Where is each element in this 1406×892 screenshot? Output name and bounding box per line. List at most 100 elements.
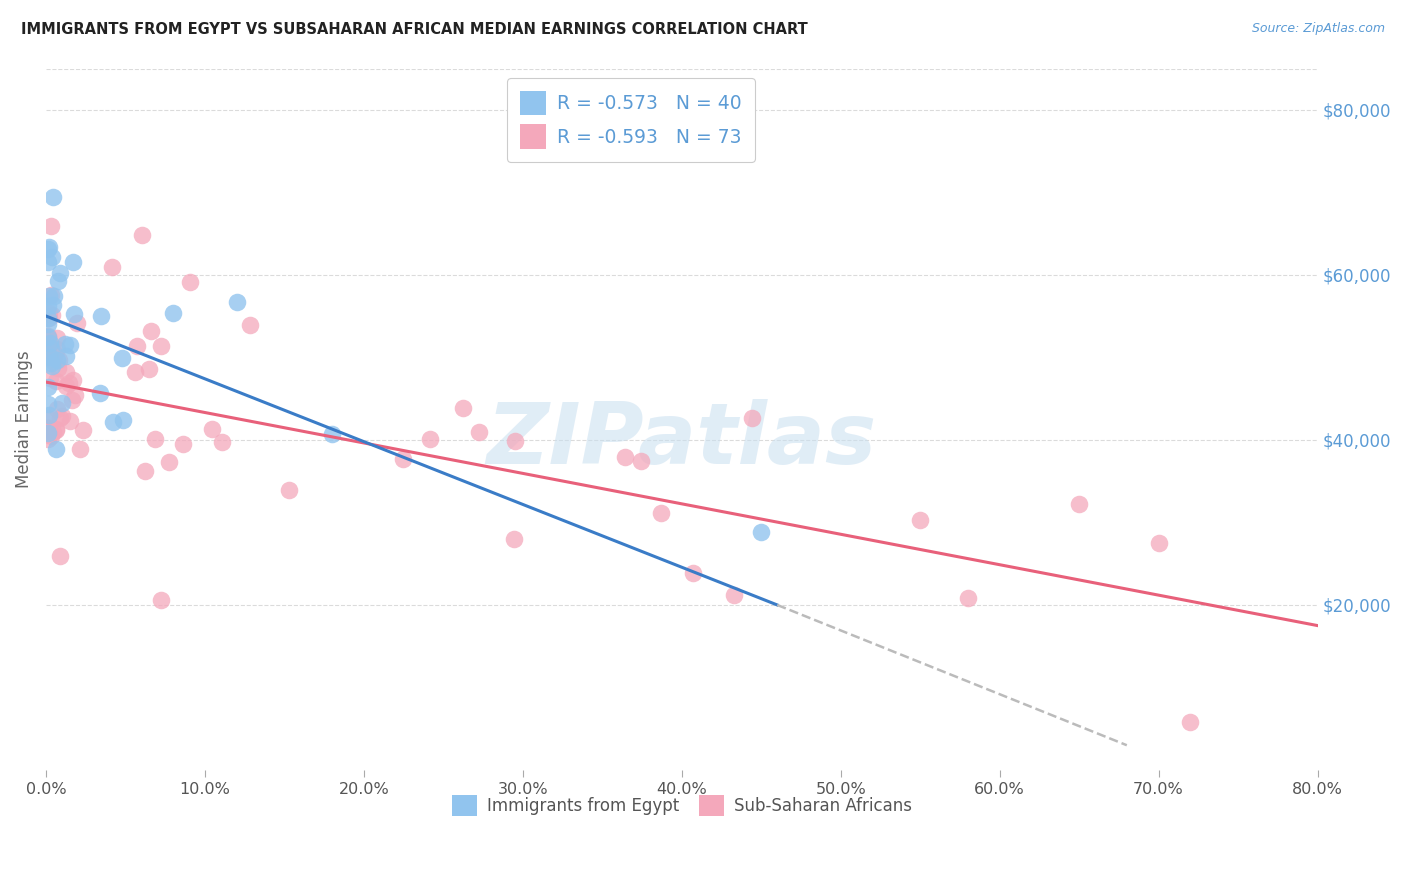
Point	[37, 420, 59, 434]
Point	[211, 434, 233, 449]
Point	[172, 437, 194, 451]
Point	[37, 426, 59, 441]
Point	[89, 385, 111, 400]
Point	[37, 310, 59, 325]
Point	[157, 455, 180, 469]
Point	[45, 353, 67, 368]
Point	[451, 401, 474, 415]
Point	[42, 189, 65, 203]
Point	[37, 255, 59, 269]
Point	[37, 432, 59, 446]
Point	[45, 423, 67, 437]
Point	[60, 393, 83, 408]
Point	[45, 401, 67, 416]
Point	[37, 343, 59, 358]
Point	[38, 240, 60, 254]
Point	[225, 294, 247, 309]
Text: ZIPatlas: ZIPatlas	[486, 399, 877, 482]
Point	[37, 329, 59, 343]
Point	[46, 331, 69, 345]
Point	[682, 566, 704, 581]
Y-axis label: Median Earnings: Median Earnings	[15, 351, 32, 488]
Point	[59, 413, 82, 427]
Point	[55, 379, 77, 393]
Point	[37, 410, 59, 425]
Point	[650, 506, 672, 520]
Point	[749, 525, 772, 540]
Text: IMMIGRANTS FROM EGYPT VS SUBSAHARAN AFRICAN MEDIAN EARNINGS CORRELATION CHART: IMMIGRANTS FROM EGYPT VS SUBSAHARAN AFRI…	[21, 22, 808, 37]
Point	[58, 376, 80, 391]
Point	[39, 219, 62, 233]
Point	[41, 359, 63, 373]
Point	[1069, 497, 1091, 511]
Point	[45, 442, 67, 457]
Point	[112, 412, 135, 426]
Point	[63, 307, 86, 321]
Point	[39, 429, 62, 443]
Point	[48, 549, 70, 563]
Point	[37, 328, 59, 343]
Point	[44, 346, 66, 360]
Point	[90, 309, 112, 323]
Point	[69, 442, 91, 456]
Point	[100, 260, 122, 274]
Point	[103, 415, 125, 429]
Point	[503, 532, 526, 546]
Point	[46, 360, 69, 375]
Point	[956, 591, 979, 605]
Point	[37, 421, 59, 435]
Point	[65, 387, 87, 401]
Point	[39, 371, 62, 385]
Point	[42, 353, 65, 368]
Text: Source: ZipAtlas.com: Source: ZipAtlas.com	[1251, 22, 1385, 36]
Point	[127, 338, 149, 352]
Point	[149, 339, 172, 353]
Point	[51, 409, 73, 424]
Point	[419, 432, 441, 446]
Point	[503, 434, 526, 448]
Point	[48, 352, 70, 367]
Point	[111, 351, 134, 366]
Point	[468, 425, 491, 439]
Point	[62, 373, 84, 387]
Point	[278, 483, 301, 497]
Point	[37, 299, 59, 313]
Point	[59, 338, 82, 352]
Point	[134, 464, 156, 478]
Point	[55, 349, 77, 363]
Point	[37, 397, 59, 411]
Point	[37, 331, 59, 345]
Point	[49, 411, 72, 425]
Point	[37, 318, 59, 332]
Point	[38, 335, 60, 350]
Point	[37, 335, 59, 350]
Point	[42, 289, 65, 303]
Point	[39, 350, 62, 364]
Point	[179, 275, 201, 289]
Point	[72, 423, 94, 437]
Point	[38, 289, 60, 303]
Point	[49, 266, 72, 280]
Point	[201, 421, 224, 435]
Point	[39, 341, 62, 355]
Legend: Immigrants from Egypt, Sub-Saharan Africans: Immigrants from Egypt, Sub-Saharan Afric…	[443, 787, 921, 825]
Point	[614, 450, 637, 465]
Point	[1180, 715, 1202, 730]
Point	[51, 396, 73, 410]
Point	[1147, 536, 1170, 550]
Point	[39, 288, 62, 302]
Point	[45, 422, 67, 436]
Point	[741, 411, 763, 425]
Point	[908, 513, 931, 527]
Point	[45, 342, 67, 356]
Point	[53, 337, 76, 351]
Point	[392, 452, 415, 467]
Point	[37, 379, 59, 393]
Point	[321, 426, 343, 441]
Point	[66, 316, 89, 330]
Point	[162, 306, 184, 320]
Point	[143, 432, 166, 446]
Point	[630, 454, 652, 468]
Point	[39, 356, 62, 370]
Point	[38, 306, 60, 320]
